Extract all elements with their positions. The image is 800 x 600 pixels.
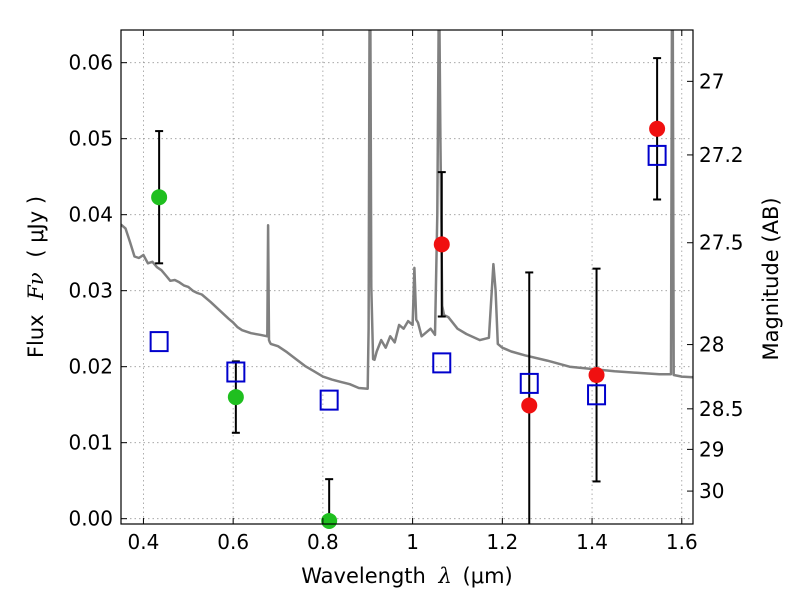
x-axis-title-unit: (μm) [463,564,513,588]
red-data-point [588,367,605,384]
red-data-point [649,120,666,137]
y2-tick-label: 28.5 [699,397,744,421]
x-tick-label: 1.6 [666,530,698,554]
x-tick-label: 0.8 [307,530,339,554]
y2-tick-label: 27.5 [699,231,744,255]
x-tick-label: 1 [406,530,419,554]
x-tick-label: 1.4 [576,530,608,554]
x-tick-label: 0.6 [217,530,249,554]
y-tick-label: 0.05 [68,127,113,151]
model-square-marker [149,331,169,353]
plot-background [121,30,693,524]
y-tick-label: 0.06 [68,51,113,75]
y-axis-title-unit: ( μJy ) [24,196,48,258]
y-tick-label: 0.01 [68,431,113,455]
green-data-point [321,512,338,529]
plot-frame [120,29,694,525]
grid-lines [121,30,693,524]
model-square-marker [226,361,246,383]
x-tick-labels: 0.4 0.6 0.8 1 1.2 1.4 1.6 [128,530,698,554]
y-tick-labels: 0.00 0.01 0.02 0.03 0.04 0.05 0.06 [68,51,113,531]
y-tick-label: 0.02 [68,355,113,379]
x-tick-label: 0.4 [128,530,160,554]
y-axis-title-symbol: Fν [24,272,48,301]
y-axis-title-text: Flux [24,314,48,358]
y2-tick-label: 29 [699,437,724,461]
x-axis-title: Wavelength λ (μm) [301,564,512,588]
model-square-marker [587,384,607,406]
model-square-marker [432,352,452,374]
model-square-marker [319,389,339,411]
tick-marks [121,30,693,524]
y2-tick-label: 27.2 [699,143,744,167]
red-data-point [521,397,538,414]
x-axis-title-symbol: λ [438,564,452,588]
x-axis-title-text: Wavelength [301,564,426,588]
x-tick-label: 1.2 [486,530,518,554]
green-data-point [227,389,244,406]
model-square-marker [519,372,539,394]
y-tick-label: 0.03 [68,279,113,303]
sed-curve-line [121,30,693,390]
y-axis-title: Flux Fν ( μJy ) [24,196,48,358]
red-data-point [433,236,450,253]
y-tick-label: 0.00 [68,507,113,531]
y2-tick-label: 30 [699,479,724,503]
model-square-marker [647,144,667,166]
data-markers-layer [149,57,667,529]
y2-tick-label: 28 [699,333,724,357]
sed-curve-layer [121,30,693,390]
green-data-point [151,189,168,206]
y2-tick-labels: 27 27.2 27.5 28 28.5 29 30 [699,69,744,503]
y-tick-label: 0.04 [68,203,113,227]
y2-axis-title: Magnitude (AB) [759,197,783,360]
y2-tick-label: 27 [699,69,724,93]
